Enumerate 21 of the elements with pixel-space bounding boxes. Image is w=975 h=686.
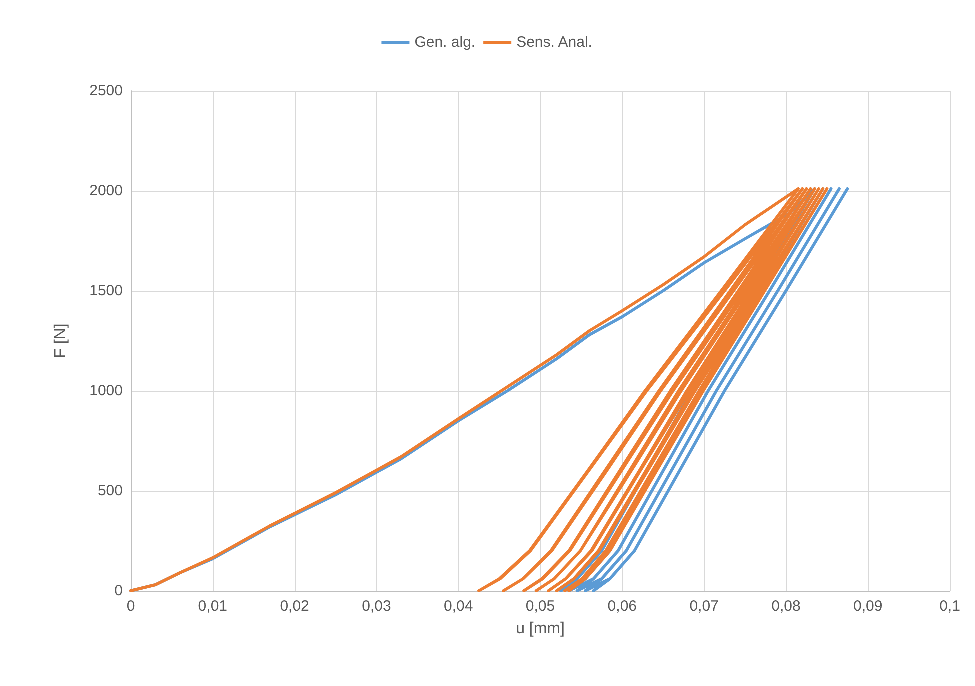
y-tick-label: 2000 <box>90 182 123 200</box>
x-tick-label: 0,05 <box>526 598 556 615</box>
y-tick-label: 500 <box>98 482 123 500</box>
x-tick-label: 0,07 <box>690 598 719 615</box>
x-tick-label: 0,01 <box>198 598 228 615</box>
x-tick-label: 0,09 <box>854 598 883 615</box>
x-tick-label: 0,03 <box>362 598 392 615</box>
x-tick-label: 0,1 <box>940 598 960 615</box>
y-tick-label: 2500 <box>90 82 123 100</box>
y-axis-title: F [N] <box>52 324 70 358</box>
x-tick-label: 0,02 <box>280 598 310 615</box>
x-tick-label: 0,04 <box>444 598 474 615</box>
y-tick-label: 1500 <box>90 282 123 300</box>
legend-label: Gen. alg. <box>414 34 476 51</box>
y-tick-label: 1000 <box>90 382 123 400</box>
y-tick-label: 0 <box>114 582 123 600</box>
x-tick-label: 0,08 <box>772 598 801 615</box>
legend-label: Sens. Anal. <box>516 34 592 51</box>
x-tick-label: 0 <box>126 598 136 615</box>
x-axis-title: u [mm] <box>516 620 565 638</box>
x-tick-label: 0,06 <box>608 598 637 615</box>
